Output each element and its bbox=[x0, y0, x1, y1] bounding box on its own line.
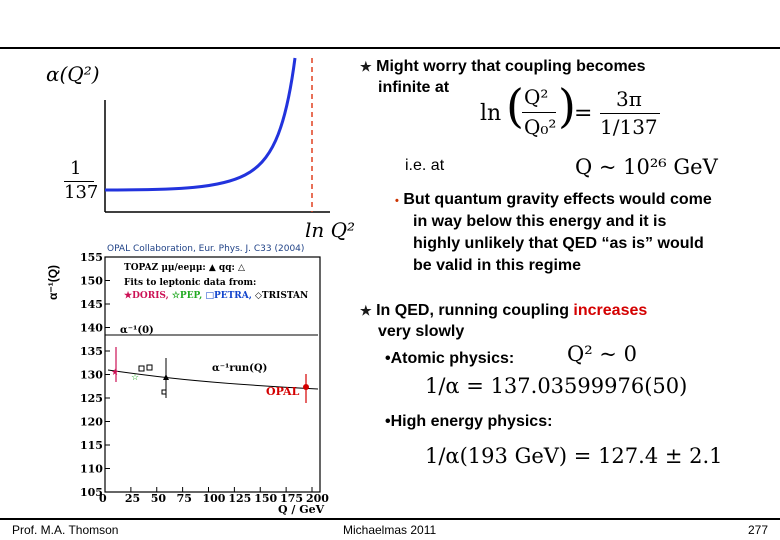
opal-legend-1: TOPAZ μμ/eeμμ: ▲ qq: △ bbox=[124, 263, 245, 273]
sketch-y-tick-num: 1 bbox=[70, 158, 82, 179]
opal-y-ticks: 155 150 145 140 135 130 125 120 115 110 105 bbox=[80, 251, 110, 499]
x-tick-label: 125 bbox=[228, 492, 251, 505]
dot-bullet-icon: • bbox=[395, 195, 399, 207]
bullet-2-line3: highly unlikely that QED “as is” would bbox=[413, 235, 704, 252]
ie-label: i.e. at bbox=[405, 157, 445, 174]
y-tick-label: 125 bbox=[80, 392, 103, 405]
y-tick-label: 145 bbox=[80, 298, 103, 311]
legend-tristan: ◇TRISTAN bbox=[255, 291, 309, 301]
y-tick-label: 120 bbox=[80, 416, 103, 429]
high-energy-label: •High energy physics: bbox=[385, 413, 553, 430]
x-tick-label: 50 bbox=[151, 492, 167, 505]
x-tick-label: 175 bbox=[280, 492, 303, 505]
y-tick-label: 110 bbox=[80, 463, 103, 476]
eq1-paren-open: ( bbox=[506, 79, 524, 133]
opal-point-doris-marker: ★ bbox=[111, 367, 119, 377]
legend-petra: □PETRA, bbox=[205, 291, 252, 301]
bullet-3: ★ In QED, running coupling increases bbox=[360, 300, 647, 322]
x-tick-label: 75 bbox=[177, 492, 192, 505]
x-tick-label: 0 bbox=[99, 492, 107, 505]
eq1-bar bbox=[522, 112, 556, 113]
sketch-frac-bar bbox=[64, 181, 94, 182]
bullet-3-increases: increases bbox=[573, 302, 648, 319]
eq1-den: Q₀² bbox=[524, 115, 557, 139]
opal-run-label: α⁻¹run(Q) bbox=[212, 363, 268, 374]
top-rule bbox=[0, 47, 780, 49]
bullet-3-a: In QED, running coupling bbox=[376, 302, 574, 319]
y-tick-label: 115 bbox=[80, 439, 103, 452]
sketch-y-tick-den: 137 bbox=[64, 182, 99, 203]
bullet-2-line2: in way below this energy and it is bbox=[413, 213, 667, 230]
page-number: 277 bbox=[748, 523, 769, 537]
equation-q-scale: Q ~ 10²⁶ GeV bbox=[575, 155, 718, 179]
eq1-equals: = bbox=[574, 101, 593, 126]
opal-point-tristan bbox=[161, 389, 167, 395]
opal-legend-3: ★DORIS, ☆PEP, □PETRA, ◇TRISTAN bbox=[124, 291, 308, 301]
opal-point-petra-2 bbox=[146, 364, 153, 371]
bullet-1: ★ Might worry that coupling becomes bbox=[360, 56, 645, 78]
y-tick-label: 140 bbox=[80, 322, 103, 335]
opal-legend-2: Fits to leptonic data from: bbox=[124, 278, 257, 288]
opal-x-ticks: 0 25 50 75 100 125 150 175 200 bbox=[99, 487, 329, 505]
y-tick-label: 150 bbox=[80, 275, 103, 288]
legend-pep: ☆PEP, bbox=[171, 291, 203, 301]
x-tick-label: 25 bbox=[125, 492, 140, 505]
y-tick-label: 155 bbox=[80, 251, 103, 264]
eq1-ln: ln bbox=[480, 101, 502, 126]
opal-alpha0-label: α⁻¹(0) bbox=[120, 325, 154, 336]
bullet-1-text: Might worry that coupling becomes bbox=[376, 58, 646, 75]
x-tick-label: 100 bbox=[203, 492, 226, 505]
equation-alpha-high: 1/α(193 GeV) = 127.4 ± 2.1 bbox=[425, 444, 723, 468]
equation-alpha-atomic: 1/α = 137.03599976(50) bbox=[425, 374, 688, 398]
eq1-rnum: 3π bbox=[616, 87, 642, 111]
sketch-x-label: ln Q² bbox=[305, 218, 356, 242]
bullet-2: • But quantum gravity effects would come bbox=[395, 189, 712, 212]
y-tick-label: 105 bbox=[80, 486, 103, 499]
opal-x-axis-label: Q / GeV bbox=[278, 503, 325, 516]
sketch-y-label: α(Q²) bbox=[46, 62, 100, 86]
bottom-rule bbox=[0, 518, 780, 520]
footer-author: Prof. M.A. Thomson bbox=[12, 523, 119, 537]
legend-doris: ★DORIS, bbox=[124, 291, 169, 301]
opal-point-opal-marker bbox=[303, 384, 309, 390]
bullet-3-line2: very slowly bbox=[378, 323, 465, 340]
star-icon: ★ bbox=[360, 303, 372, 318]
bullet-2-line4: be valid in this regime bbox=[413, 257, 582, 274]
equation-q-zero: Q² ~ 0 bbox=[567, 342, 637, 366]
x-tick-label: 150 bbox=[254, 492, 277, 505]
opal-point-petra-1 bbox=[138, 365, 145, 372]
opal-run-curve bbox=[107, 369, 319, 390]
equation-log-ratio: ln ( Q² Q₀² ) = 3π 1/137 bbox=[480, 79, 670, 145]
opal-caption: OPAL Collaboration, Eur. Phys. J. C33 (2… bbox=[107, 244, 305, 254]
opal-tag: OPAL bbox=[266, 385, 300, 398]
eq1-rden: 1/137 bbox=[600, 115, 658, 139]
alpha-sketch-plot bbox=[104, 57, 330, 213]
bullet-1-line2: infinite at bbox=[378, 79, 450, 96]
eq1-num: Q² bbox=[524, 85, 549, 109]
eq1-rbar bbox=[600, 113, 660, 114]
bullet-2-line1: But quantum gravity effects would come bbox=[403, 191, 712, 208]
opal-point-topaz-marker bbox=[163, 374, 169, 380]
opal-point-pep-marker: ☆ bbox=[131, 372, 139, 382]
y-tick-label: 135 bbox=[80, 345, 103, 358]
sketch-running-curve bbox=[104, 57, 297, 192]
eq1-paren-close: ) bbox=[558, 79, 576, 133]
opal-plot: 155 150 145 140 135 130 125 120 115 110 105 0 25 50 7… bbox=[80, 251, 329, 505]
star-icon: ★ bbox=[360, 59, 372, 74]
x-tick-label: 200 bbox=[306, 492, 329, 505]
y-tick-label: 130 bbox=[80, 369, 103, 382]
footer-term: Michaelmas 2011 bbox=[343, 523, 437, 537]
atomic-label: •Atomic physics: bbox=[385, 350, 515, 367]
